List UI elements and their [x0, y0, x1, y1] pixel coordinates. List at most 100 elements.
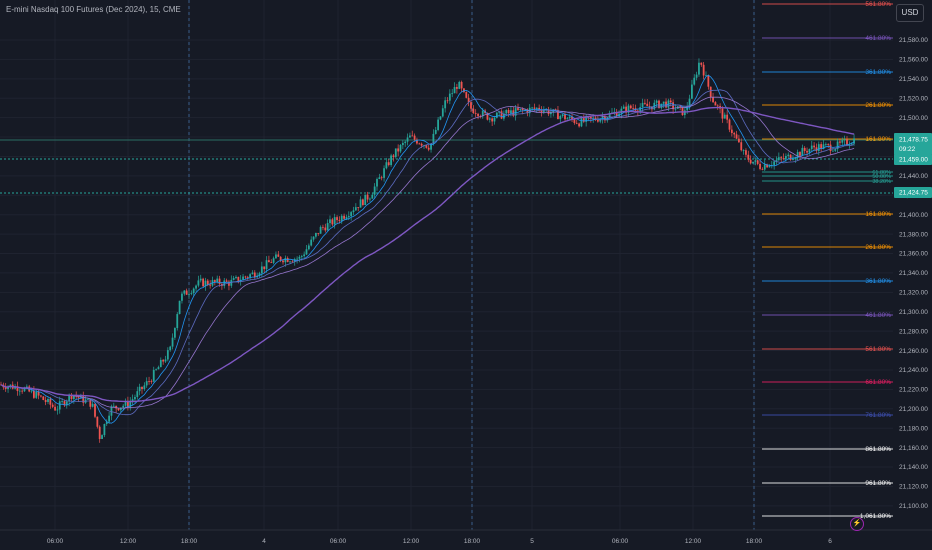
price-tick-label: 21,340.00	[899, 270, 928, 277]
candle-body	[357, 207, 360, 208]
candle-body	[841, 140, 844, 143]
candle-body	[803, 147, 806, 151]
candle-body	[806, 150, 808, 153]
candle-body	[817, 144, 820, 151]
price-axis[interactable]: 21,580.00 21,560.00 21,540.00 21,520.00 21,5…	[893, 0, 932, 550]
candle-body	[21, 390, 24, 392]
fib-level-label: 861.80%	[865, 446, 891, 453]
candle-body	[789, 154, 792, 160]
candle-body	[319, 226, 322, 234]
candle-body	[399, 145, 402, 152]
candle-body	[7, 386, 9, 390]
price-tick-label: 21,240.00	[899, 367, 928, 374]
candle-body	[681, 106, 684, 116]
candle-body	[340, 215, 343, 221]
candle-body	[430, 143, 432, 150]
candle-body	[846, 139, 848, 145]
time-tick-label: 18:00	[181, 538, 198, 545]
candle-body	[225, 280, 228, 282]
candle-body	[263, 266, 266, 270]
candle-body	[213, 280, 216, 282]
price-tick-label: 21,500.00	[899, 115, 928, 122]
price-level-lines	[0, 139, 893, 194]
candle-body	[752, 161, 754, 164]
candle-body	[571, 116, 573, 120]
lightning-bolt-icon[interactable]: ⚡	[850, 517, 864, 531]
candle-body	[89, 399, 92, 407]
time-axis[interactable]: 06:00 12:00 18:00 4 06:00 12:00 18:00 5 06:00 12:…	[0, 529, 932, 545]
candle-body	[580, 118, 583, 127]
candle-body	[712, 97, 714, 103]
fib-level-label: 561.80%	[865, 1, 891, 8]
candle-body	[383, 168, 385, 178]
candle-body	[639, 107, 642, 112]
candle-body	[152, 369, 155, 382]
candle-body	[481, 110, 484, 117]
symbol-title: E-mini Nasdaq 100 Futures (Dec 2024), 15…	[6, 5, 181, 14]
candle-body	[124, 401, 127, 406]
candle-body	[143, 385, 146, 390]
candle-body	[542, 110, 545, 113]
candle-body	[404, 141, 407, 143]
candle-body	[763, 164, 766, 170]
candle-body	[521, 108, 524, 111]
fib-level-label: 1,061.80%	[860, 513, 891, 520]
candle-body	[709, 86, 712, 98]
candle-body	[119, 407, 122, 411]
candle-body	[486, 112, 489, 120]
time-tick-label: 06:00	[612, 538, 629, 545]
fib-level-label: 761.80%	[865, 412, 891, 419]
candle-body	[648, 106, 651, 107]
candle-body	[507, 110, 510, 114]
candle-body	[98, 426, 101, 439]
candle-body	[235, 276, 237, 279]
candle-body	[850, 143, 853, 145]
candle-body	[585, 116, 588, 122]
candle-body	[44, 399, 47, 403]
candle-body	[503, 113, 505, 119]
candle-body	[209, 284, 212, 286]
candle-body	[691, 84, 693, 99]
candle-body	[615, 111, 618, 117]
candle-body	[188, 293, 190, 295]
candle-body	[350, 212, 353, 217]
candle-body	[150, 381, 153, 383]
time-tick-label: 06:00	[330, 538, 347, 545]
candle-body	[394, 148, 397, 158]
candle-body	[702, 64, 705, 76]
candle-body	[122, 405, 125, 408]
candle-body	[547, 109, 550, 115]
candle-body	[777, 157, 780, 161]
candle-body	[573, 119, 576, 123]
price-tick-label: 21,280.00	[899, 328, 928, 335]
price-badges: 21,478.75 09:22 21,459.00 21,424.75	[894, 133, 932, 198]
candle-body	[298, 256, 301, 259]
candle-body	[705, 75, 707, 77]
level-badge	[894, 187, 932, 198]
candle-body	[246, 276, 249, 278]
candle-body	[465, 92, 468, 98]
candle-body	[371, 194, 374, 199]
candle-body	[738, 138, 740, 143]
level-badge	[894, 154, 932, 165]
candle-body	[178, 300, 181, 315]
candle-body	[49, 398, 52, 405]
candle-body	[145, 381, 148, 386]
currency-button[interactable]: USD	[896, 4, 924, 22]
time-tick-label: 06:00	[47, 538, 64, 545]
candle-body	[495, 112, 498, 118]
candle-body	[18, 390, 21, 392]
candle-body	[444, 100, 447, 109]
candle-body	[808, 149, 811, 153]
candle-body	[794, 157, 797, 160]
candle-body	[315, 232, 317, 237]
candle-body	[832, 150, 834, 152]
candle-body	[157, 367, 160, 370]
candle-body	[599, 118, 602, 122]
moving-averages	[0, 74, 855, 424]
fib-level-label: 61.80%	[872, 170, 891, 176]
candle-body	[286, 258, 289, 262]
candle-body	[568, 116, 571, 119]
